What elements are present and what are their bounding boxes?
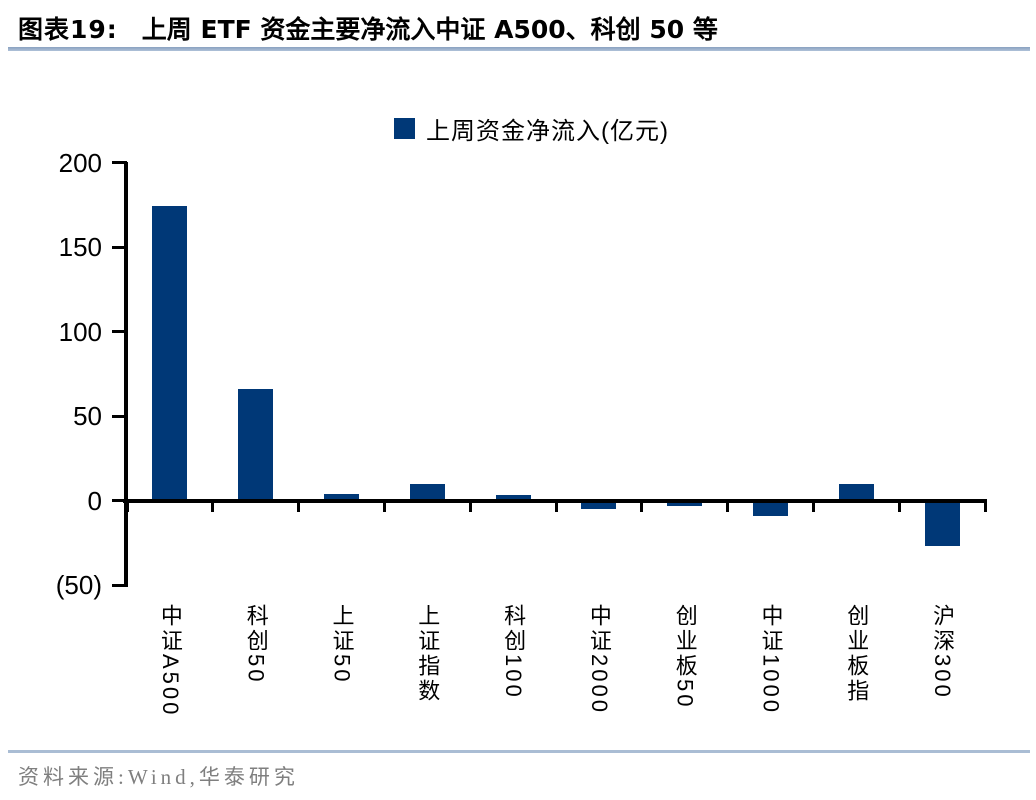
bar-科创100 <box>495 495 531 501</box>
x-axis-label: 上证指数 <box>415 604 441 704</box>
y-axis-tick-label: 50 <box>73 401 102 431</box>
x-axis-tick <box>983 500 987 512</box>
bar-上证50 <box>324 493 359 501</box>
y-axis-tick <box>112 583 127 587</box>
source-note: 资料来源:Wind,华泰研究 <box>18 765 299 789</box>
bar-中证2000 <box>581 500 617 509</box>
x-axis-label: 中证1000 <box>758 604 784 715</box>
x-axis-label: 上证50 <box>329 604 355 685</box>
x-axis-tick <box>211 500 215 512</box>
bar-中证1000 <box>753 500 788 516</box>
y-axis-tick-label: 100 <box>58 316 102 347</box>
y-axis-tick-label: 150 <box>58 232 102 262</box>
bar-上证指数 <box>409 483 445 501</box>
x-axis-label: 科创100 <box>501 604 527 700</box>
bar-沪深300 <box>924 500 960 547</box>
x-axis-tick <box>554 500 558 512</box>
chart-legend: 上周资金净流入(亿元) <box>394 111 669 146</box>
x-axis-tick <box>125 500 129 512</box>
figure-title-text: 上周 ETF 资金主要净流入中证 A500、科创 50 等 <box>141 15 718 44</box>
y-axis-tick <box>112 245 127 249</box>
y-axis-tick <box>112 161 127 164</box>
y-axis-line <box>124 162 128 587</box>
x-axis-tick <box>897 500 901 512</box>
bar-创业板指 <box>838 483 874 501</box>
y-axis-tick-label: 200 <box>58 147 102 178</box>
figure-number: 图表19: <box>18 15 118 44</box>
y-axis-tick <box>112 499 127 502</box>
x-axis-label: 创业板50 <box>672 604 698 710</box>
x-axis-label: 中证2000 <box>586 604 612 715</box>
x-axis-label: 创业板指 <box>844 604 870 704</box>
legend-series-label: 上周资金净流入(亿元) <box>426 118 669 145</box>
x-axis-label: 沪深300 <box>930 604 956 700</box>
legend-series-swatch-icon <box>394 118 415 139</box>
x-axis-tick <box>382 500 386 512</box>
x-axis-tick <box>726 500 730 512</box>
y-axis-tick <box>112 330 127 333</box>
title-underline <box>8 47 1030 51</box>
x-axis-label: 中证A500 <box>157 604 183 718</box>
x-axis-tick <box>811 500 815 512</box>
figure-title: 图表19: 上周 ETF 资金主要净流入中证 A500、科创 50 等 <box>18 10 718 46</box>
bar-科创50 <box>238 388 274 501</box>
bar-中证A500 <box>152 206 188 501</box>
footer-rule <box>8 750 1030 753</box>
x-axis-label: 科创50 <box>243 604 269 685</box>
y-axis-tick <box>112 414 127 418</box>
x-axis-tick <box>297 500 301 512</box>
y-axis-tick-label: 0 <box>87 485 102 516</box>
y-axis-tick-label: (50) <box>55 570 102 600</box>
x-axis-tick <box>640 500 644 512</box>
x-axis-tick <box>468 500 472 512</box>
bar-创业板50 <box>667 500 703 506</box>
